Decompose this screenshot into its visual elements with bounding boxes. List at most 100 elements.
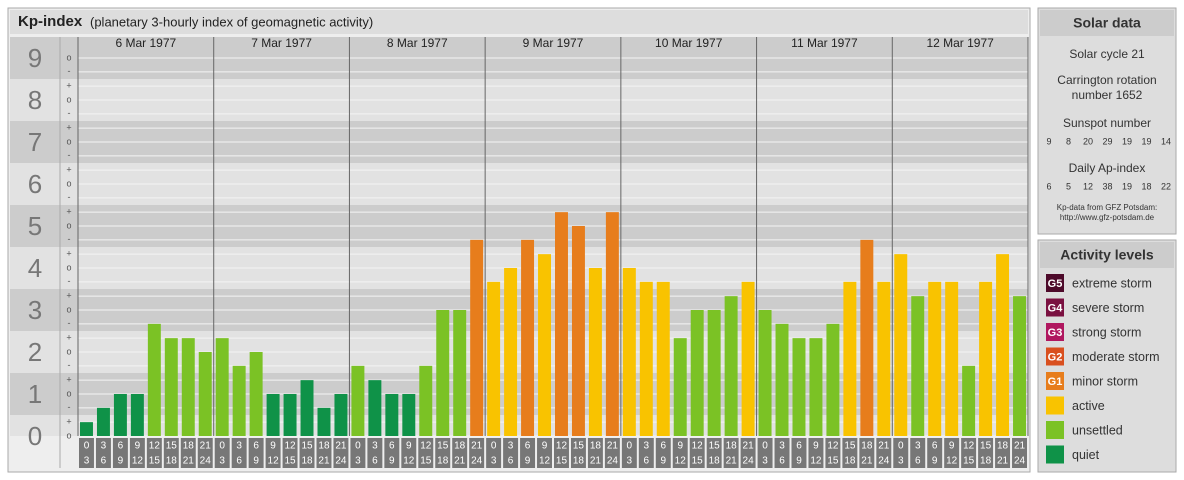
hour-box (146, 438, 162, 468)
hour-box (978, 438, 994, 468)
hour-from: 15 (437, 441, 449, 452)
bar (487, 281, 501, 436)
hour-to: 3 (627, 456, 633, 467)
source: http://www.gfz-potsdam.de (1060, 213, 1155, 222)
hour-to: 6 (101, 456, 107, 467)
hour-to: 18 (980, 456, 992, 467)
bar (996, 254, 1010, 436)
hour-box (723, 438, 739, 468)
bar (1013, 296, 1026, 436)
bar (656, 281, 670, 436)
legend-label: strong storm (1072, 325, 1141, 339)
y-tick-label: 1 (28, 379, 42, 409)
hour-from: 0 (627, 441, 633, 452)
legend-label: minor storm (1072, 374, 1138, 388)
hour-box (638, 438, 654, 468)
hour-from: 18 (590, 441, 602, 452)
legend-header (1040, 242, 1174, 268)
minor-tick-label: o (66, 430, 71, 440)
hour-to: 24 (471, 456, 483, 467)
bar (843, 281, 857, 436)
day-label: 6 Mar 1977 (116, 36, 177, 50)
hour-from: 21 (607, 441, 619, 452)
hour-from: 9 (406, 441, 412, 452)
bar (80, 422, 93, 436)
hour-to: 3 (762, 456, 768, 467)
sunspot-value: 19 (1141, 136, 1151, 146)
legend-swatch (1046, 323, 1064, 341)
legend-swatch (1046, 396, 1064, 415)
hour-from: 9 (949, 441, 955, 452)
hour-from: 12 (149, 441, 161, 452)
legend-swatch (1046, 274, 1064, 292)
hour-to: 21 (318, 456, 330, 467)
hour-from: 15 (844, 441, 856, 452)
legend-label: quiet (1072, 448, 1100, 462)
carrington: number 1652 (1072, 88, 1143, 102)
ap-value: 38 (1102, 181, 1112, 191)
hour-from: 6 (796, 441, 802, 452)
hour-from: 9 (813, 441, 819, 452)
ap-value: 12 (1083, 181, 1093, 191)
hour-box (689, 438, 705, 468)
bar (266, 394, 280, 436)
hour-from: 21 (1014, 441, 1026, 452)
hour-from: 12 (556, 441, 568, 452)
bar (317, 407, 331, 436)
hour-from: 18 (861, 441, 873, 452)
y-tick-label: 5 (28, 211, 42, 241)
hour-box (367, 438, 383, 468)
minor-tick-label: o (66, 388, 71, 398)
bar (945, 281, 959, 436)
ap-value: 5 (1066, 181, 1071, 191)
minor-tick-label: + (66, 375, 71, 385)
y-tick-label: 0 (28, 421, 42, 451)
minor-tick-label: - (68, 402, 71, 412)
hour-box (944, 438, 960, 468)
sunspot-value: 14 (1161, 136, 1171, 146)
hour-from: 18 (454, 441, 466, 452)
hour-from: 6 (660, 441, 666, 452)
bar (198, 352, 212, 436)
hour-box (79, 438, 94, 468)
legend-swatch (1046, 298, 1064, 317)
hour-from: 3 (915, 441, 921, 452)
hour-box (333, 438, 349, 468)
hour-box (316, 438, 332, 468)
hour-from: 18 (726, 441, 738, 452)
hour-from: 18 (183, 441, 195, 452)
solar-title: Solar data (1073, 15, 1141, 31)
hour-to: 18 (166, 456, 178, 467)
hour-to: 18 (437, 456, 449, 467)
bar (300, 380, 314, 436)
y-tick-label: 7 (28, 127, 42, 157)
chart-subtitle: (planetary 3-hourly index of geomagnetic… (90, 14, 373, 29)
y-tick-label: 3 (28, 295, 42, 325)
legend-swatch (1046, 347, 1064, 366)
minor-tick-label: + (66, 417, 71, 427)
bar (453, 310, 467, 436)
bar (385, 394, 399, 436)
source: Kp-data from GFZ Potsdam: (1057, 203, 1157, 212)
bar (962, 365, 976, 436)
legend-label: extreme storm (1072, 276, 1152, 290)
hour-from: 15 (301, 441, 313, 452)
hour-box (112, 438, 128, 468)
hour-to: 21 (997, 456, 1009, 467)
solar-panel (1037, 7, 1177, 235)
hour-from: 15 (166, 441, 178, 452)
minor-tick-label: - (68, 150, 71, 160)
legend-label: moderate storm (1072, 350, 1160, 364)
hour-box (520, 438, 536, 468)
minor-tick-label: + (66, 291, 71, 301)
hour-to: 15 (692, 456, 704, 467)
y-tick-label: 6 (28, 169, 42, 199)
bar (622, 268, 636, 436)
hour-from: 12 (827, 441, 839, 452)
hour-to: 18 (709, 456, 721, 467)
sunspot-value: 19 (1122, 136, 1132, 146)
hour-to: 15 (420, 456, 432, 467)
hour-box (740, 438, 756, 468)
hour-box (672, 438, 688, 468)
minor-tick-label: o (66, 178, 71, 188)
